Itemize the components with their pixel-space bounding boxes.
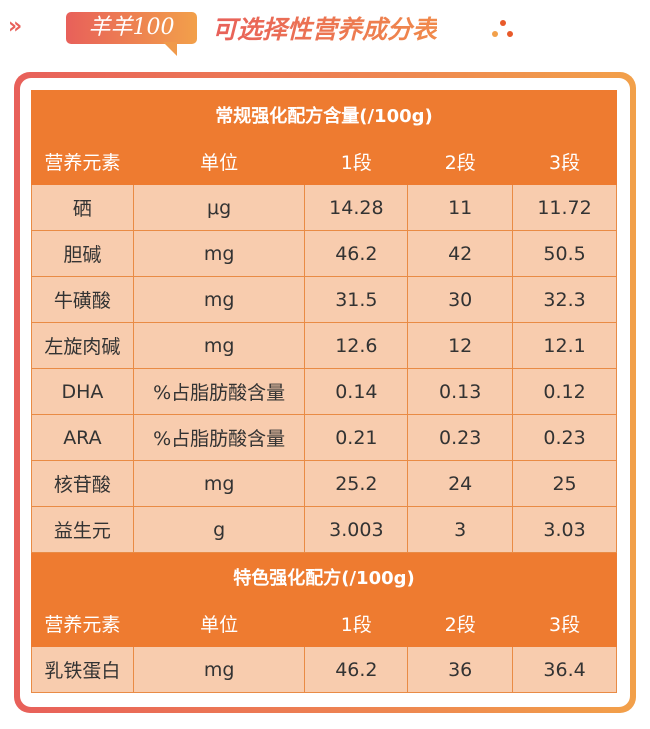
table-cell: 46.2 bbox=[304, 230, 409, 277]
table-cell: 11.72 bbox=[512, 184, 617, 231]
table-row: ARA %占脂肪酸含量 0.21 0.23 0.23 bbox=[31, 414, 617, 461]
dots-icon bbox=[490, 18, 516, 40]
table-row: 牛磺酸 mg 31.5 30 32.3 bbox=[31, 276, 617, 323]
table-cell: 36.4 bbox=[512, 646, 617, 693]
table-cell: 36 bbox=[407, 646, 514, 693]
table-cell: 32.3 bbox=[512, 276, 617, 323]
column-header: 2段 bbox=[407, 600, 514, 647]
column-header: 1段 bbox=[304, 138, 409, 185]
table-cell: %占脂肪酸含量 bbox=[132, 368, 306, 415]
table-cell: 31.5 bbox=[304, 276, 409, 323]
table-row: 胆碱 mg 46.2 42 50.5 bbox=[31, 230, 617, 277]
table-cell: 11 bbox=[407, 184, 514, 231]
table-cell: 12 bbox=[407, 322, 514, 369]
table-cell: 14.28 bbox=[304, 184, 409, 231]
header-row: 营养元素 单位 1段 2段 3段 bbox=[31, 600, 617, 647]
table-cell: 50.5 bbox=[512, 230, 617, 277]
table-cell: 0.13 bbox=[407, 368, 514, 415]
table-row: 硒 μg 14.28 11 11.72 bbox=[31, 184, 617, 231]
brand-badge: 羊羊100 bbox=[66, 12, 197, 44]
table-cell: μg bbox=[132, 184, 306, 231]
table-row: 乳铁蛋白 mg 46.2 36 36.4 bbox=[31, 646, 617, 693]
table-cell: mg bbox=[132, 460, 306, 507]
table-cell: 核苷酸 bbox=[31, 460, 134, 507]
column-header: 1段 bbox=[304, 600, 409, 647]
column-header: 单位 bbox=[132, 600, 306, 647]
table-cell: 0.12 bbox=[512, 368, 617, 415]
table-cell: 3.003 bbox=[304, 506, 409, 553]
table-row: DHA %占脂肪酸含量 0.14 0.13 0.12 bbox=[31, 368, 617, 415]
table-cell: 左旋肉碱 bbox=[31, 322, 134, 369]
table-cell: 乳铁蛋白 bbox=[31, 646, 134, 693]
table-cell: 0.23 bbox=[512, 414, 617, 461]
table-cell: 24 bbox=[407, 460, 514, 507]
table-cell: mg bbox=[132, 230, 306, 277]
column-header: 单位 bbox=[132, 138, 306, 185]
table-cell: mg bbox=[132, 276, 306, 323]
column-header: 营养元素 bbox=[31, 138, 134, 185]
table-row: 益生元 g 3.003 3 3.03 bbox=[31, 506, 617, 553]
table-cell: 12.1 bbox=[512, 322, 617, 369]
table-cell: ARA bbox=[31, 414, 134, 461]
table-row: 左旋肉碱 mg 12.6 12 12.1 bbox=[31, 322, 617, 369]
section-title: 常规强化配方含量(/100g) bbox=[31, 90, 617, 139]
table-row: 核苷酸 mg 25.2 24 25 bbox=[31, 460, 617, 507]
table-cell: mg bbox=[132, 322, 306, 369]
table-cell: 益生元 bbox=[31, 506, 134, 553]
nutrition-table: 常规强化配方含量(/100g) 营养元素 单位 1段 2段 3段硒 μg 14.28 11 11.… bbox=[31, 90, 617, 693]
table-cell: 牛磺酸 bbox=[31, 276, 134, 323]
table-cell: 0.14 bbox=[304, 368, 409, 415]
table-cell: DHA bbox=[31, 368, 134, 415]
column-header: 3段 bbox=[512, 138, 617, 185]
table-cell: 0.21 bbox=[304, 414, 409, 461]
table-cell: 25 bbox=[512, 460, 617, 507]
table-cell: 3.03 bbox=[512, 506, 617, 553]
table-cell: mg bbox=[132, 646, 306, 693]
table-cell: 42 bbox=[407, 230, 514, 277]
table-cell: 3 bbox=[407, 506, 514, 553]
section-title: 特色强化配方(/100g) bbox=[31, 552, 617, 601]
table-cell: 25.2 bbox=[304, 460, 409, 507]
table-cell: 0.23 bbox=[407, 414, 514, 461]
table-cell: g bbox=[132, 506, 306, 553]
badge-tail bbox=[163, 42, 177, 56]
table-cell: 12.6 bbox=[304, 322, 409, 369]
header-row: 营养元素 单位 1段 2段 3段 bbox=[31, 138, 617, 185]
column-header: 2段 bbox=[407, 138, 514, 185]
table-cell: 46.2 bbox=[304, 646, 409, 693]
table-cell: 硒 bbox=[31, 184, 134, 231]
column-header: 3段 bbox=[512, 600, 617, 647]
double-chevron-right-icon: » bbox=[8, 14, 22, 39]
table-cell: %占脂肪酸含量 bbox=[132, 414, 306, 461]
page-title: 可选择性营养成分表 bbox=[212, 10, 437, 46]
table-cell: 胆碱 bbox=[31, 230, 134, 277]
column-header: 营养元素 bbox=[31, 600, 134, 647]
section-title-row: 特色强化配方(/100g) bbox=[31, 552, 617, 601]
section-title-row: 常规强化配方含量(/100g) bbox=[31, 90, 617, 139]
table-cell: 30 bbox=[407, 276, 514, 323]
